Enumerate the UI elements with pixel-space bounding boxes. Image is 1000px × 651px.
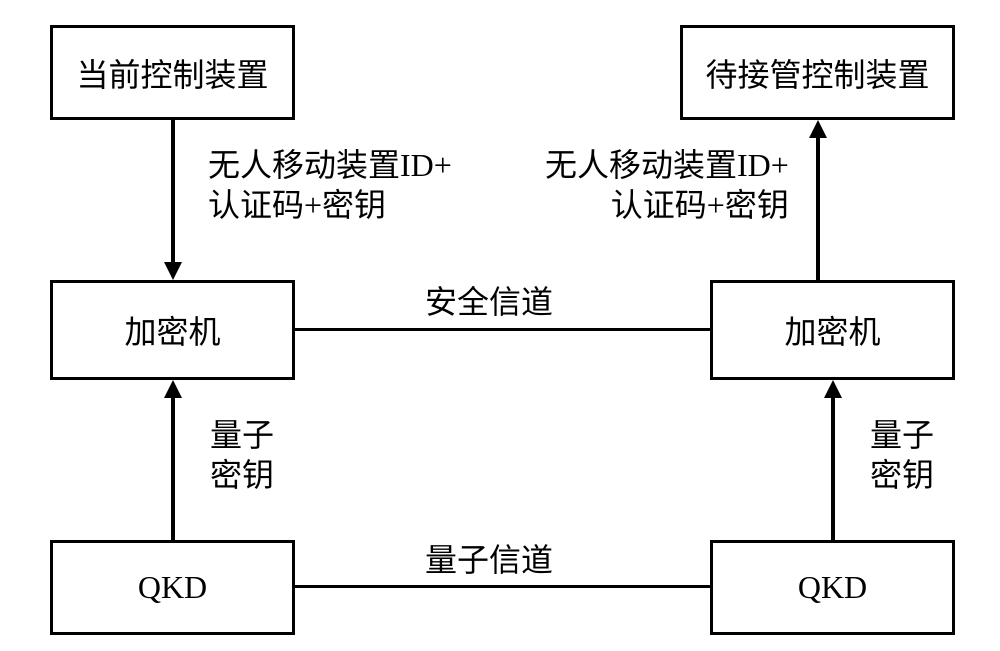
quantum-key-left-label: 量子 密钥 [210,415,274,495]
arrow-right-top-label: 无人移动装置ID+ 认证码+密钥 [545,145,789,225]
arrow-left-top-line [171,120,175,265]
mid-channel-label: 安全信道 [425,282,553,322]
arrow-right-bot-line [831,395,835,540]
arrow-left-bot-head [164,380,182,398]
node-takeover-controller: 待接管控制装置 [680,25,955,120]
node-current-controller-label: 当前控制装置 [76,50,268,96]
node-encryptor-right: 加密机 [710,280,955,380]
node-takeover-controller-label: 待接管控制装置 [705,50,929,96]
arrow-left-bot-line [171,395,175,540]
node-qkd-right-label: QKD [798,569,867,606]
node-qkd-left: QKD [50,540,295,635]
node-qkd-left-label: QKD [138,569,207,606]
arrow-right-top-head [809,120,827,138]
quantum-key-right-label: 量子 密钥 [870,415,934,495]
arrow-right-top-line [816,135,820,280]
mid-channel-line [295,328,710,331]
node-encryptor-right-label: 加密机 [784,307,880,353]
arrow-left-top-label: 无人移动装置ID+ 认证码+密钥 [208,145,452,225]
arrow-left-top-head [164,262,182,280]
arrow-right-bot-head [824,380,842,398]
bot-channel-line [295,585,710,588]
node-encryptor-left: 加密机 [50,280,295,380]
node-qkd-right: QKD [710,540,955,635]
node-encryptor-left-label: 加密机 [124,307,220,353]
node-current-controller: 当前控制装置 [50,25,295,120]
qkd-flow-diagram: 当前控制装置 待接管控制装置 加密机 加密机 QKD QKD 无人移动装置ID+… [0,0,1000,651]
bot-channel-label: 量子信道 [425,540,553,580]
